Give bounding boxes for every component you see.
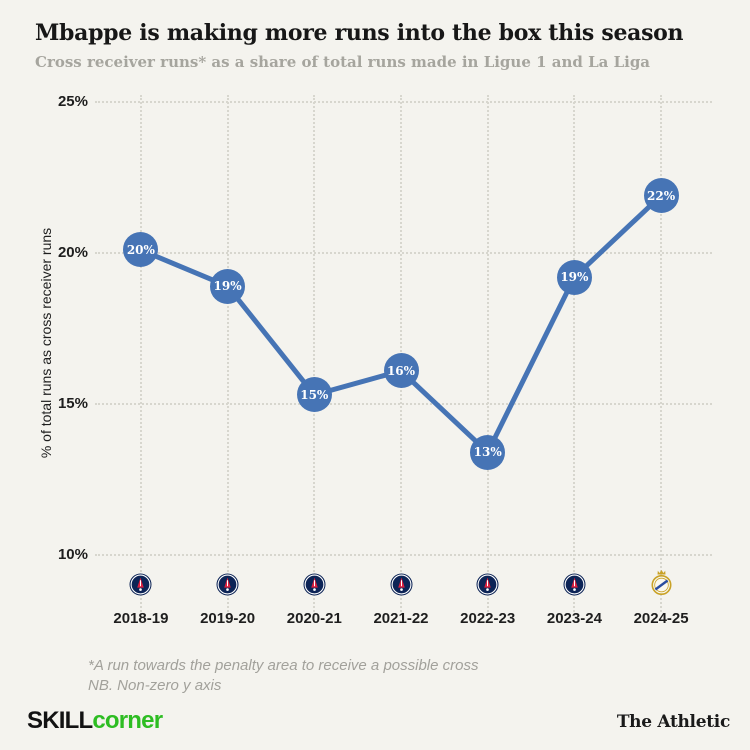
- real-madrid-badge: [650, 568, 673, 596]
- data-point-2018-19: 20%: [123, 232, 159, 268]
- y-gridline: [95, 252, 712, 254]
- psg-badge-icon: [563, 573, 586, 595]
- psg-badge-icon: [476, 573, 499, 595]
- the-athletic-logo: The Athletic: [616, 712, 730, 732]
- psg-badge-icon: [390, 573, 412, 595]
- psg-badge-icon: [216, 573, 239, 595]
- psg-badge-icon: [129, 573, 152, 595]
- y-axis-title: % of total runs as cross receiver runs: [38, 227, 54, 459]
- psg-badge-icon: [303, 573, 326, 595]
- real-madrid-badge-icon: [651, 570, 672, 595]
- x-gridline: [573, 95, 576, 612]
- skillcorner-logo-skill: SKILL: [27, 707, 93, 734]
- footnote: *A run towards the penalty area to recei…: [88, 656, 478, 696]
- x-tick-label: 2024-25: [633, 610, 689, 627]
- data-point-2023-24: 19%: [556, 259, 592, 295]
- data-point-2020-21: 15%: [296, 377, 332, 413]
- y-tick-label: 10%: [57, 546, 88, 563]
- x-gridline: [313, 95, 316, 612]
- psg-badge: [476, 573, 499, 596]
- skillcorner-logo-corner: corner: [92, 707, 163, 734]
- x-tick-label: 2021-22: [373, 610, 429, 627]
- x-gridline: [139, 95, 142, 612]
- x-gridline: [226, 95, 229, 612]
- x-tick-label: 2020-21: [286, 610, 342, 627]
- psg-badge: [303, 573, 326, 596]
- psg-badge: [216, 573, 239, 596]
- y-tick-label: 20%: [57, 244, 88, 261]
- y-tick-label: 15%: [57, 395, 88, 412]
- data-point-2022-23: 13%: [470, 434, 506, 470]
- footnote-line-1: *A run towards the penalty area to recei…: [88, 657, 479, 674]
- x-tick-label: 2019-20: [200, 610, 256, 627]
- x-tick-label: 2022-23: [460, 610, 516, 627]
- y-gridline: [95, 403, 712, 405]
- data-point-2019-20: 19%: [210, 268, 246, 304]
- y-gridline: [95, 101, 712, 103]
- psg-badge: [563, 573, 586, 596]
- data-point-2021-22: 16%: [383, 353, 419, 389]
- x-tick-label: 2023-24: [546, 610, 602, 627]
- x-gridline: [486, 95, 489, 612]
- psg-badge: [390, 573, 413, 596]
- page-title: Mbappe is making more runs into the box …: [35, 20, 684, 46]
- footnote-line-2: NB. Non-zero y axis: [88, 677, 222, 694]
- data-point-2024-25: 22%: [643, 178, 679, 214]
- y-gridline: [95, 554, 712, 556]
- y-tick-label: 25%: [57, 93, 88, 110]
- x-tick-label: 2018-19: [113, 610, 169, 627]
- page-subtitle: Cross receiver runs* as a share of total…: [35, 53, 651, 71]
- skillcorner-logo: SKILLcorner: [27, 707, 163, 735]
- x-gridline: [660, 95, 663, 612]
- psg-badge: [129, 573, 152, 596]
